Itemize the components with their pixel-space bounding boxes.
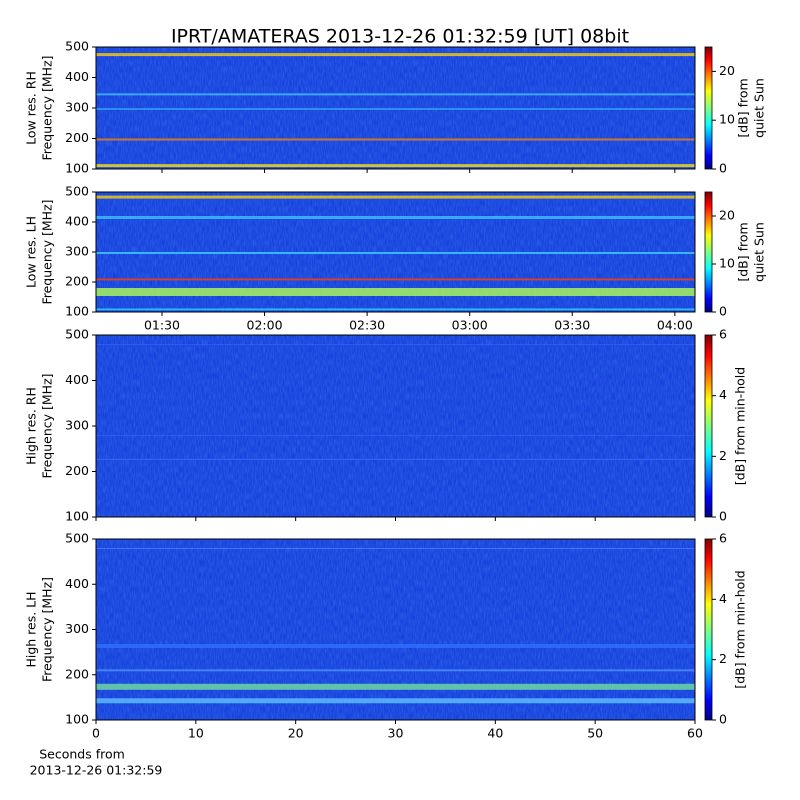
x-tick-label: 20 [288,726,304,741]
y-tick-label: 500 [65,327,89,342]
colorbar-tick-label: 10 [719,112,735,127]
y-tick-label: 100 [65,161,89,176]
colorbar-tick-label: 4 [719,591,727,606]
colorbar-tick-label: 0 [719,161,727,176]
spectrogram-feature [96,683,695,690]
spectrogram-feature [96,548,695,550]
y-tick-label: 400 [65,372,89,387]
y-tick-label: 200 [65,130,89,145]
x-tick-label: 30 [388,726,404,741]
colorbar-tick-label: 2 [719,448,727,463]
colorbar-tick-label: 10 [719,256,735,271]
y-tick-label: 500 [65,531,89,546]
spectrogram-feature [96,53,695,57]
colorbar-tick-label: 4 [719,387,727,402]
colorbar-label: quiet Sun [752,78,767,138]
spectrogram-feature [96,108,695,110]
y-axis-label: Frequency [MHz] [40,373,55,478]
colorbar-tick-label: 20 [719,63,735,78]
spectrogram-feature [96,138,695,141]
y-tick-label: 200 [65,274,89,289]
y-axis-label: High res. LH [24,591,39,667]
spectrogram-feature [96,308,695,311]
spectrogram-feature [96,435,695,437]
spectrogram-feature [96,669,695,672]
y-tick-label: 400 [65,214,89,229]
y-tick-label: 400 [65,576,89,591]
spectrogram-feature [96,344,695,346]
colorbar [704,334,713,518]
y-tick-label: 400 [65,69,89,84]
x-tick-label: 03:00 [452,318,488,333]
spectrogram-noise [96,335,695,517]
colorbar [704,538,713,721]
colorbar-label: quiet Sun [752,222,767,282]
y-tick-label: 100 [65,712,89,727]
x-tick-label: 10 [188,726,204,741]
x-tick-label: 60 [687,726,703,741]
y-axis-label: Frequency [MHz] [40,199,55,304]
colorbar-label: [dB] from min-hold [733,570,748,688]
colorbar-label: [dB] from [736,78,751,137]
colorbar-tick-label: 6 [719,327,727,342]
x-axis-label: Seconds from [39,747,125,762]
colorbar-tick-label: 0 [719,712,727,727]
x-tick-label: 0 [92,726,100,741]
y-tick-label: 300 [65,418,89,433]
colorbar-tick-label: 6 [719,531,727,546]
y-tick-label: 100 [65,509,89,524]
colorbar [704,46,713,170]
y-tick-label: 300 [65,621,89,636]
y-tick-label: 500 [65,39,89,54]
colorbar-tick-label: 0 [719,304,727,319]
x-axis-label: 2013-12-26 01:32:59 [30,763,163,778]
x-tick-label: 01:30 [144,318,180,333]
colorbar [704,191,713,313]
x-tick-label: 50 [587,726,603,741]
y-tick-label: 200 [65,463,89,478]
spectrogram-feature [96,195,695,199]
colorbar-label: [dB] from [736,222,751,281]
y-axis-label: Low res. LH [24,216,39,288]
colorbar-tick-label: 2 [719,651,727,666]
y-tick-label: 100 [65,304,89,319]
y-tick-label: 300 [65,244,89,259]
spectrogram-feature [96,698,695,704]
spectrogram-feature [96,216,695,219]
spectrogram-feature [96,288,695,296]
x-tick-label: 02:30 [349,318,385,333]
y-tick-label: 300 [65,100,89,115]
colorbar-tick-label: 20 [719,208,735,223]
colorbar-tick-label: 0 [719,509,727,524]
y-tick-label: 500 [65,184,89,199]
spectrogram-noise [96,539,695,720]
y-axis-label: Low res. RH [24,71,39,145]
spectrogram-feature [96,458,695,460]
x-tick-label: 40 [487,726,503,741]
y-tick-label: 200 [65,666,89,681]
spectrogram-feature [96,93,695,96]
spectrogram-feature [96,252,695,254]
y-axis-label: Frequency [MHz] [40,577,55,682]
spectrogram-feature [96,278,695,281]
colorbar-label: [dB] from min-hold [733,367,748,485]
y-axis-label: High res. RH [24,387,39,465]
x-tick-label: 03:30 [554,318,590,333]
y-axis-label: Frequency [MHz] [40,55,55,160]
spectrogram-feature [96,643,695,648]
spectrogram-feature [96,164,695,168]
x-tick-label: 04:00 [657,318,693,333]
figure-title: IPRT/AMATERAS 2013-12-26 01:32:59 [UT] 0… [171,26,629,48]
x-tick-label: 02:00 [247,318,283,333]
